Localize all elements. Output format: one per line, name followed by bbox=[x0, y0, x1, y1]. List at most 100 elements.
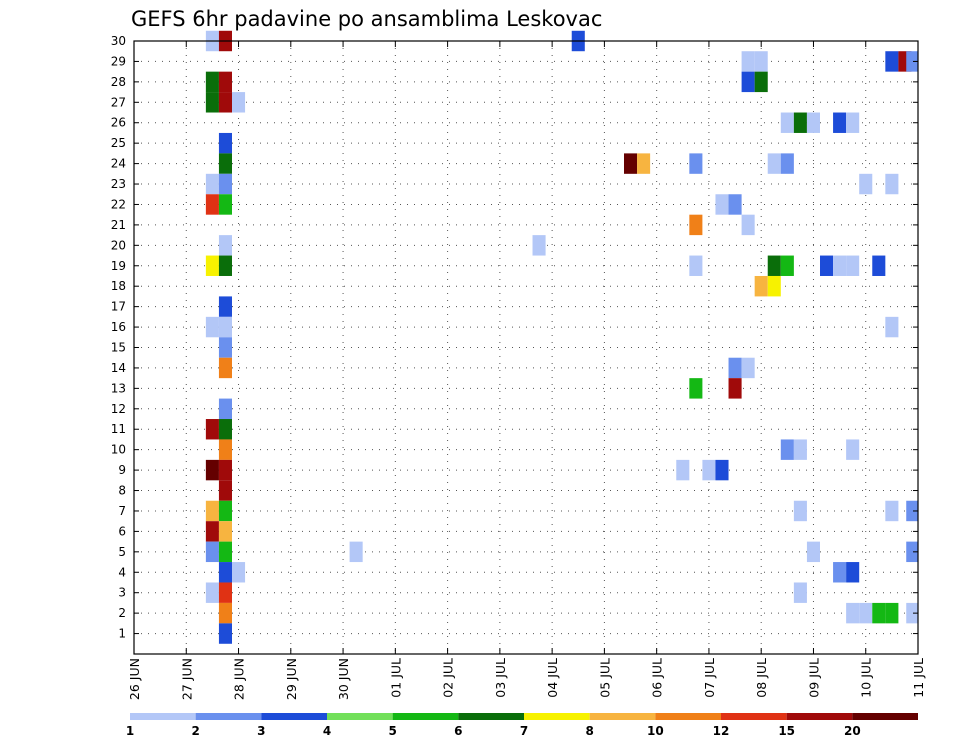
y-tick-label: 10 bbox=[111, 443, 126, 457]
heatmap-cell bbox=[218, 316, 232, 338]
heatmap-cell bbox=[218, 194, 232, 215]
heatmap-cell bbox=[218, 153, 232, 174]
heatmap-cell bbox=[689, 255, 703, 276]
colorbar-swatch bbox=[524, 713, 590, 720]
colorbar-swatch bbox=[130, 713, 196, 720]
y-tick-label: 30 bbox=[111, 34, 126, 48]
heatmap-cell bbox=[859, 602, 873, 624]
colorbar-label: 5 bbox=[388, 724, 396, 738]
x-tick-label: 10 JUL bbox=[859, 658, 874, 698]
heatmap-cell bbox=[754, 71, 768, 93]
heatmap-cell bbox=[754, 51, 768, 72]
y-tick-label: 19 bbox=[111, 259, 126, 273]
colorbar-swatch bbox=[721, 713, 787, 720]
heatmap-cell bbox=[780, 439, 794, 460]
x-tick-label: 29 JUN bbox=[284, 658, 299, 700]
y-tick-label: 13 bbox=[111, 381, 126, 395]
x-tick-label: 02 JUL bbox=[441, 658, 456, 698]
heatmap-cell bbox=[780, 153, 794, 174]
heatmap-cell bbox=[218, 500, 232, 522]
heatmap-cell bbox=[885, 500, 899, 522]
colorbar-swatch bbox=[327, 713, 393, 720]
x-tick-label: 08 JUL bbox=[754, 658, 769, 698]
heatmap-cell bbox=[820, 255, 834, 276]
heatmap-cell bbox=[833, 112, 847, 133]
y-tick-label: 12 bbox=[111, 402, 126, 416]
heatmap-cell bbox=[689, 378, 703, 399]
heatmap-cell bbox=[906, 602, 918, 624]
y-tick-label: 7 bbox=[118, 504, 126, 518]
y-tick-label: 18 bbox=[111, 279, 126, 293]
heatmap-cell bbox=[205, 92, 219, 113]
heatmap-cell bbox=[624, 153, 638, 174]
heatmap-cell bbox=[728, 378, 742, 399]
y-tick-label: 23 bbox=[111, 177, 126, 191]
heatmap-cell bbox=[218, 419, 232, 440]
y-tick-label: 29 bbox=[111, 54, 126, 68]
heatmap-cell bbox=[349, 541, 363, 563]
heatmap-cell bbox=[793, 112, 807, 133]
heatmap-cell bbox=[205, 521, 219, 542]
heatmap-cell bbox=[232, 92, 246, 113]
heatmap-cell bbox=[885, 316, 899, 338]
y-tick-label: 11 bbox=[111, 422, 126, 436]
x-tick-label: 01 JUL bbox=[388, 658, 403, 698]
colorbar-label: 20 bbox=[844, 724, 861, 738]
heatmap-cell bbox=[767, 153, 781, 174]
x-tick-label: 09 JUL bbox=[806, 658, 821, 698]
heatmap-cell bbox=[906, 541, 918, 563]
colorbar-swatch bbox=[458, 713, 524, 720]
heatmap-cell bbox=[846, 255, 860, 276]
y-tick-label: 26 bbox=[111, 116, 126, 130]
heatmap-cell bbox=[846, 602, 860, 624]
heatmap-cell bbox=[205, 194, 219, 215]
heatmap-cell bbox=[885, 173, 899, 195]
y-tick-label: 22 bbox=[111, 197, 126, 211]
chart-title: GEFS 6hr padavine po ansamblima Leskovac bbox=[131, 7, 602, 31]
colorbar: 1 2 3 4 5 6 7 8 10 12 15 20 bbox=[126, 713, 918, 738]
heatmap-cell bbox=[793, 500, 807, 522]
heatmap-cell bbox=[218, 459, 232, 481]
y-axis-ticks: 1234567891011121314151617181920212223242… bbox=[111, 34, 918, 641]
heatmap-cell bbox=[833, 255, 847, 276]
colorbar-label: 8 bbox=[585, 724, 593, 738]
heatmap-cell bbox=[859, 173, 873, 195]
heatmap-cell bbox=[218, 235, 232, 256]
y-tick-label: 8 bbox=[118, 484, 126, 498]
heatmap-cell bbox=[689, 214, 703, 236]
heatmap-cell bbox=[218, 337, 232, 358]
y-tick-label: 4 bbox=[118, 565, 126, 579]
x-tick-label: 27 JUN bbox=[179, 658, 194, 700]
heatmap-cells bbox=[205, 30, 918, 644]
colorbar-label: 12 bbox=[713, 724, 730, 738]
heatmap-cell bbox=[218, 439, 232, 460]
colorbar-swatch bbox=[655, 713, 721, 720]
heatmap-cell bbox=[728, 357, 742, 379]
heatmap-cell bbox=[806, 541, 820, 563]
heatmap-cell bbox=[846, 562, 860, 583]
x-tick-label: 06 JUL bbox=[650, 658, 665, 698]
heatmap-cell bbox=[872, 255, 886, 276]
y-tick-label: 9 bbox=[118, 463, 126, 477]
heatmap-cell bbox=[906, 51, 918, 72]
heatmap-cell bbox=[780, 255, 794, 276]
colorbar-swatch bbox=[261, 713, 327, 720]
colorbar-label: 3 bbox=[257, 724, 265, 738]
x-tick-label: 04 JUL bbox=[545, 658, 560, 698]
y-tick-label: 20 bbox=[111, 238, 126, 252]
heatmap-cell bbox=[715, 459, 729, 481]
y-tick-label: 6 bbox=[118, 524, 126, 538]
heatmap-cell bbox=[205, 255, 219, 276]
heatmap-cell bbox=[218, 562, 232, 583]
heatmap-cell bbox=[218, 357, 232, 379]
x-tick-label: 03 JUL bbox=[493, 658, 508, 698]
heatmap-cell bbox=[702, 459, 716, 481]
y-tick-label: 27 bbox=[111, 95, 126, 109]
heatmap-cell bbox=[205, 500, 219, 522]
heatmap-cell bbox=[205, 582, 219, 603]
colorbar-label: 7 bbox=[520, 724, 528, 738]
heatmap-cell bbox=[767, 255, 781, 276]
x-tick-label: 05 JUL bbox=[597, 658, 612, 698]
heatmap-cell bbox=[906, 500, 918, 522]
